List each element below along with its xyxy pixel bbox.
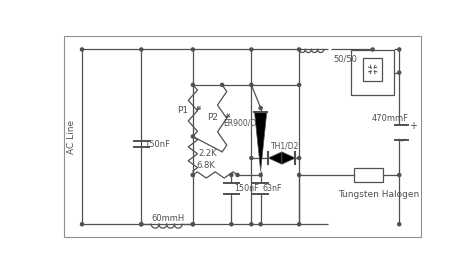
Circle shape (191, 48, 194, 51)
Circle shape (298, 223, 301, 226)
Polygon shape (282, 152, 295, 164)
Polygon shape (255, 112, 267, 171)
Text: ER900/D3: ER900/D3 (224, 119, 262, 128)
Bar (363, 58, 383, 81)
Text: P1: P1 (177, 106, 189, 115)
Circle shape (250, 83, 253, 86)
Text: P2: P2 (207, 114, 218, 122)
Circle shape (298, 156, 301, 160)
Circle shape (191, 223, 194, 226)
Circle shape (298, 83, 301, 86)
Circle shape (259, 223, 262, 226)
Bar (352, 50, 394, 95)
Circle shape (259, 107, 262, 109)
Text: 2.2K: 2.2K (198, 149, 217, 158)
Text: 50/50: 50/50 (333, 54, 357, 63)
Circle shape (191, 135, 194, 138)
Text: Tungsten Halogen: Tungsten Halogen (337, 190, 419, 199)
Circle shape (398, 223, 401, 226)
Text: AC Line: AC Line (67, 120, 76, 154)
Circle shape (259, 173, 262, 176)
Circle shape (298, 173, 301, 176)
Circle shape (236, 173, 239, 176)
Circle shape (398, 48, 401, 51)
Circle shape (250, 223, 253, 226)
Circle shape (191, 173, 194, 176)
Text: 470mmF: 470mmF (372, 114, 409, 123)
Circle shape (81, 223, 83, 226)
Circle shape (140, 48, 143, 51)
Circle shape (398, 173, 401, 176)
Text: 6.8K: 6.8K (197, 161, 216, 170)
Text: +: + (409, 121, 417, 131)
Circle shape (230, 173, 233, 176)
Text: TH1/D2: TH1/D2 (271, 141, 299, 150)
Circle shape (220, 83, 224, 86)
Bar (354, 168, 383, 182)
Text: Lamp: Lamp (356, 170, 381, 179)
Circle shape (250, 48, 253, 51)
Circle shape (230, 223, 233, 226)
Circle shape (140, 223, 143, 226)
Text: 60mmH: 60mmH (151, 214, 184, 222)
Circle shape (191, 83, 194, 86)
Text: 150nF: 150nF (145, 140, 170, 149)
Circle shape (140, 223, 143, 226)
Circle shape (398, 71, 401, 74)
Circle shape (298, 48, 301, 51)
Text: 63nF: 63nF (263, 183, 283, 193)
Circle shape (250, 156, 253, 160)
Polygon shape (268, 152, 282, 164)
Circle shape (191, 173, 194, 176)
Circle shape (191, 223, 194, 226)
Text: 150nF: 150nF (234, 183, 258, 193)
Circle shape (81, 48, 83, 51)
Circle shape (371, 48, 374, 51)
